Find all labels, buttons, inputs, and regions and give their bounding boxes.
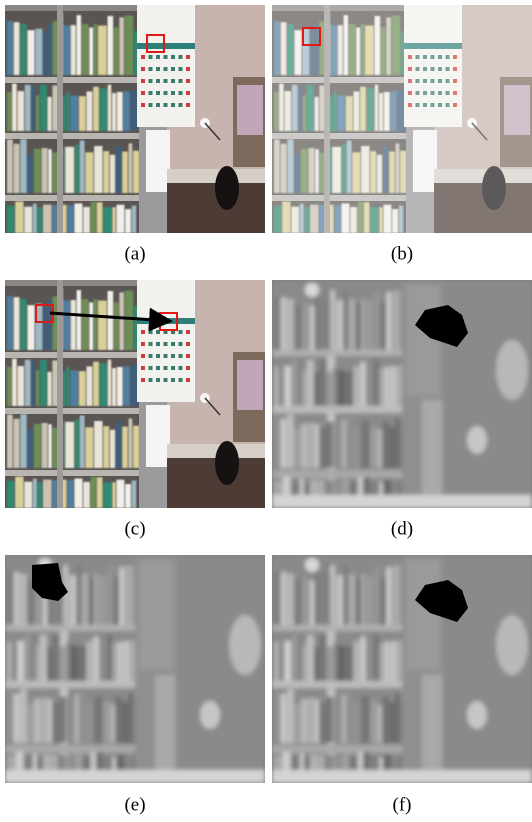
caption: (a) <box>124 243 145 264</box>
haze <box>272 5 532 233</box>
panel-e: (e) <box>5 555 265 815</box>
image-a <box>5 5 265 233</box>
panel-b: (b) <box>272 5 532 264</box>
panel-c: (c) <box>5 280 265 539</box>
panel-d: (d) <box>272 280 532 539</box>
caption: (b) <box>391 243 413 264</box>
caption: (e) <box>124 794 145 815</box>
caption: (f) <box>393 794 412 815</box>
image-c <box>5 280 265 508</box>
page: (a) (b) (c) (d) (e) (f) (() => { const d… <box>0 0 532 817</box>
figure: (a) (b) (c) (d) (e) (f) <box>0 0 532 817</box>
caption: (d) <box>391 518 413 539</box>
image-f <box>272 555 532 783</box>
image-d <box>272 280 532 508</box>
panel-f: (f) <box>272 555 532 815</box>
caption: (c) <box>124 518 145 539</box>
panel-a: (a) <box>5 5 265 264</box>
